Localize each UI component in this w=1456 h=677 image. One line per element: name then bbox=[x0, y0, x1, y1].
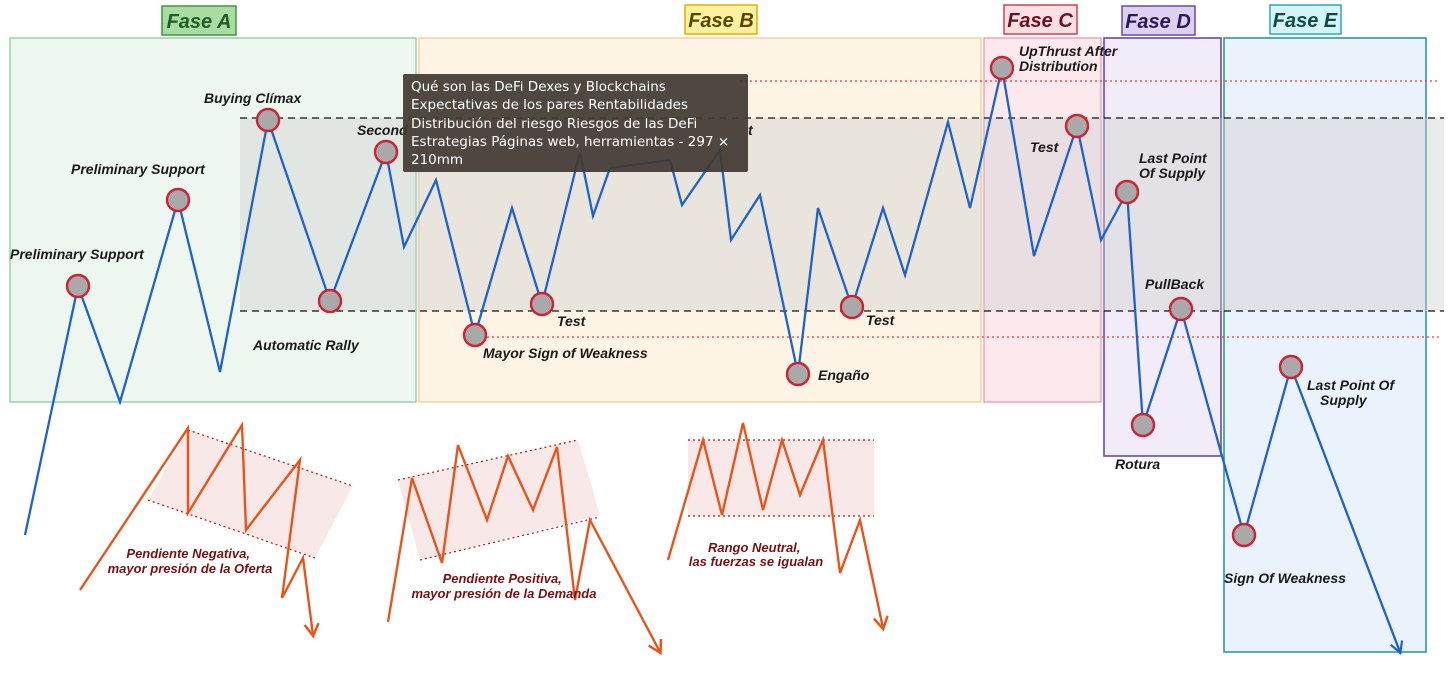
tooltip-line: Expectativas de los pares Rentabilidades bbox=[411, 97, 689, 114]
svg-text:Fase B: Fase B bbox=[688, 10, 754, 32]
pattern-positive-slope: Pendiente Positiva, mayor presión de la … bbox=[386, 439, 660, 652]
marker-mayor-sign-of-weakness bbox=[462, 322, 488, 348]
tooltip-line: Distribución del riesgo Riesgos de las D… bbox=[411, 115, 698, 132]
marker-upthrust-after-distribution bbox=[989, 55, 1015, 81]
positive-slope-upper-dotted bbox=[397, 439, 579, 481]
label-pullback: PullBack bbox=[1145, 276, 1205, 292]
pattern-neutral-range: Rango Neutral, las fuerzas se igualan bbox=[666, 422, 883, 628]
label-engano: Engaño bbox=[818, 367, 870, 383]
label-secondary-test-end: t bbox=[748, 122, 754, 138]
label-preliminary-support-2: Preliminary Support bbox=[71, 161, 206, 177]
marker-last-point-of-supply-e bbox=[1278, 354, 1304, 380]
pattern-negative-slope: Pendiente Negativa, mayor presión de la … bbox=[79, 420, 354, 635]
svg-text:Fase D: Fase D bbox=[1125, 11, 1191, 33]
label-test-c: Test bbox=[1030, 139, 1060, 155]
svg-text:Fase E: Fase E bbox=[1273, 10, 1338, 32]
marker-last-point-of-supply-d bbox=[1114, 179, 1140, 205]
label-test-b1: Test bbox=[557, 313, 587, 329]
positive-slope-price-line bbox=[386, 444, 660, 652]
positive-slope-lower-dotted bbox=[419, 516, 601, 561]
marker-rotura bbox=[1130, 412, 1156, 438]
label-last-point-of-supply-e: Last Point Of Supply bbox=[1307, 377, 1398, 408]
phase-b-title: Fase B bbox=[684, 4, 758, 35]
neutral-range-caption: Rango Neutral, las fuerzas se igualan bbox=[689, 540, 823, 569]
negative-slope-caption: Pendiente Negativa, mayor presión de la … bbox=[108, 546, 273, 576]
marker-automatic-rally bbox=[317, 288, 343, 314]
negative-slope-upper-dotted bbox=[187, 429, 354, 487]
phase-c-region bbox=[983, 37, 1102, 403]
marker-test-b1 bbox=[529, 291, 555, 317]
label-upthrust-after-distribution: UpThrust After Distribution bbox=[1019, 43, 1121, 74]
marker-preliminary-support-2 bbox=[165, 187, 191, 213]
label-mayor-sign-of-weakness: Mayor Sign of Weakness bbox=[483, 345, 648, 361]
neutral-range-channel bbox=[688, 440, 874, 516]
tooltip-line: Qué son las DeFi Dexes y Blockchains bbox=[411, 79, 666, 95]
negative-slope-channel bbox=[148, 430, 353, 558]
marker-test-c bbox=[1064, 113, 1090, 139]
phase-c-title: Fase C bbox=[1003, 4, 1078, 35]
marker-secondary-test bbox=[373, 139, 399, 165]
label-test-b2: Test bbox=[866, 312, 896, 328]
svg-text:Fase C: Fase C bbox=[1007, 10, 1073, 32]
phase-e-title: Fase E bbox=[1269, 4, 1342, 35]
label-sign-of-weakness: Sign Of Weakness bbox=[1224, 570, 1346, 586]
svg-text:Fase A: Fase A bbox=[167, 11, 232, 33]
positive-slope-channel bbox=[398, 440, 600, 560]
label-buying-climax: Buying Clímax bbox=[204, 90, 302, 106]
price-path-line bbox=[23, 67, 1400, 652]
label-preliminary-support-1: Preliminary Support bbox=[10, 246, 145, 262]
tooltip-line: Estrategias Páginas web, herramientas - … bbox=[411, 133, 730, 150]
label-secondary-test: Second bbox=[357, 122, 408, 138]
marker-engano bbox=[785, 361, 811, 387]
positive-slope-caption: Pendiente Positiva, mayor presión de la … bbox=[412, 571, 597, 601]
marker-sign-of-weakness bbox=[1231, 522, 1257, 548]
marker-pullback bbox=[1168, 296, 1194, 322]
marker-buying-climax bbox=[255, 107, 281, 133]
label-last-point-of-supply-d: Last Point Of Supply bbox=[1139, 150, 1211, 181]
event-markers bbox=[65, 55, 1304, 548]
label-automatic-rally: Automatic Rally bbox=[252, 337, 360, 353]
neutral-range-price-line bbox=[666, 422, 883, 628]
phase-e-region bbox=[1223, 37, 1427, 653]
negative-slope-price-line bbox=[79, 420, 313, 635]
phase-a-title: Fase A bbox=[161, 5, 237, 36]
tooltip-line: 210mm bbox=[411, 152, 464, 169]
phase-d-title: Fase D bbox=[1121, 5, 1196, 36]
image-tooltip: Qué son las DeFi Dexes y Blockchains Exp… bbox=[403, 74, 748, 172]
marker-preliminary-support-1 bbox=[65, 273, 91, 299]
marker-test-b2 bbox=[839, 294, 865, 320]
label-rotura: Rotura bbox=[1115, 456, 1160, 472]
